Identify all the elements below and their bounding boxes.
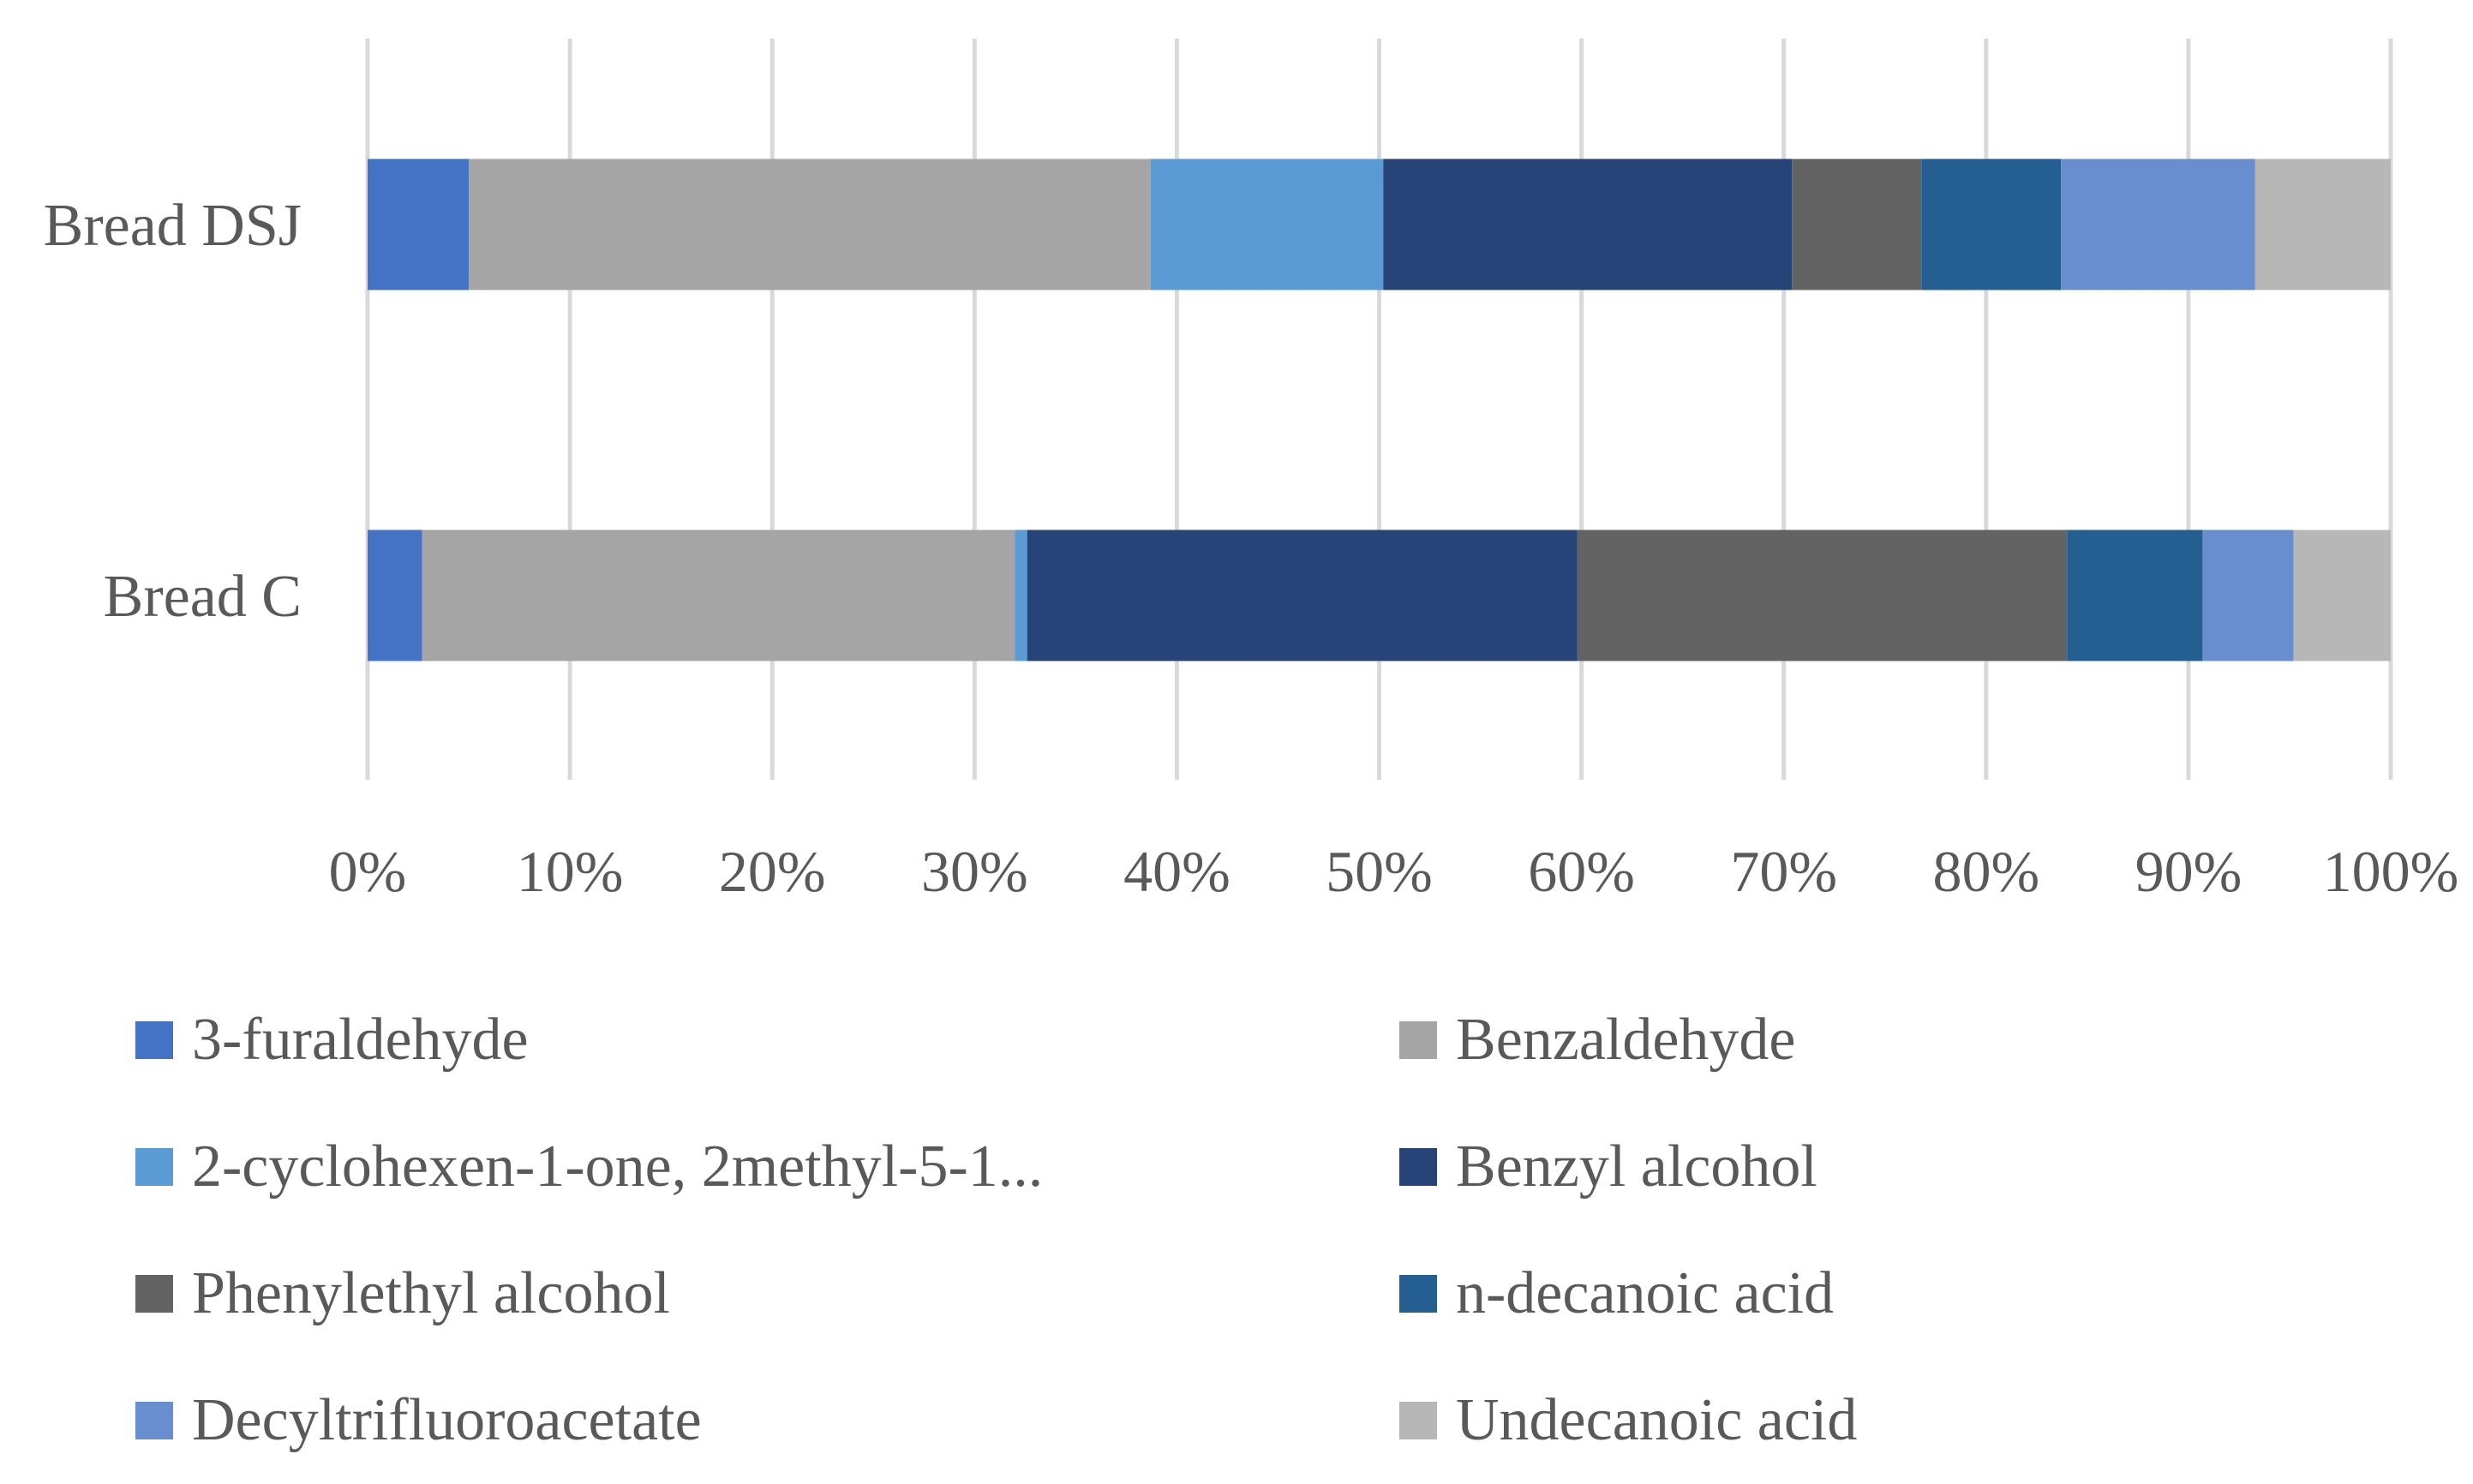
legend-label: Benzyl alcohol — [1456, 1134, 1817, 1200]
x-tick-label: 100% — [2323, 839, 2459, 904]
legend-swatch — [1399, 1021, 1437, 1059]
legend-item: Phenylethyl alcohol — [135, 1230, 1399, 1357]
bar-segment — [2293, 530, 2391, 661]
bar-segment — [1921, 159, 2062, 290]
bar-segment — [469, 159, 1151, 290]
legend-label: Decyltrifluoroacetate — [192, 1387, 702, 1453]
bar-segment — [368, 530, 422, 661]
legend-swatch — [135, 1402, 173, 1439]
x-tick-label: 30% — [921, 839, 1028, 904]
category-labels: Bread DSJ Bread C — [44, 193, 302, 630]
x-tick-label: 60% — [1528, 839, 1635, 904]
bar-segment — [1027, 530, 1578, 661]
legend-swatch — [1399, 1148, 1437, 1186]
bar-segment — [1792, 159, 1922, 290]
bar-segment — [2061, 159, 2255, 290]
x-tick-label: 0% — [329, 839, 407, 904]
gridlines — [365, 39, 2393, 780]
legend-item: Benzyl alcohol — [1399, 1104, 2342, 1230]
legend-swatch — [135, 1275, 173, 1313]
bar-segment — [1383, 159, 1793, 290]
bar-segment — [1015, 530, 1027, 661]
category-label: Bread C — [104, 564, 302, 630]
legend-swatch — [1399, 1275, 1437, 1313]
bar-segment — [1150, 159, 1384, 290]
legend-label: 2-cyclohexen-1-one, 2methyl-5-1... — [192, 1134, 1044, 1200]
bar-segment — [2202, 530, 2294, 661]
bar-segment — [1577, 530, 2068, 661]
x-tick-labels: 0% 10% 20% 30% 40% 50% 60% 70% 80% 90% 100% — [329, 839, 2459, 904]
category-label: Bread DSJ — [44, 193, 302, 259]
legend-swatch — [135, 1021, 173, 1059]
bar-segment — [2067, 530, 2203, 661]
legend-item: Decyltrifluoroacetate — [135, 1357, 1399, 1484]
legend-label: 3-furaldehyde — [192, 1007, 529, 1073]
bar-segment — [2254, 159, 2391, 290]
x-tick-label: 90% — [2135, 839, 2242, 904]
legend-item: Undecanoic acid — [1399, 1357, 2342, 1484]
legend-label: Benzaldehyde — [1456, 1007, 1796, 1073]
legend-swatch — [1399, 1402, 1437, 1439]
legend-item: n-decanoic acid — [1399, 1230, 2342, 1357]
legend-swatch — [135, 1148, 173, 1186]
bar-segment — [368, 159, 470, 290]
legend-item: 3-furaldehyde — [135, 977, 1399, 1104]
x-tick-label: 70% — [1730, 839, 1837, 904]
bar-segment — [422, 530, 1015, 661]
legend-item: Benzaldehyde — [1399, 977, 2342, 1104]
bars — [368, 159, 2391, 661]
x-tick-label: 20% — [719, 839, 826, 904]
legend-label: n-decanoic acid — [1456, 1260, 1835, 1326]
legend-item: 2-cyclohexen-1-one, 2methyl-5-1... — [135, 1104, 1399, 1230]
x-tick-label: 80% — [1932, 839, 2039, 904]
x-tick-label: 10% — [517, 839, 624, 904]
chart-plot-area: Bread DSJ Bread C 0% 10% 20% 30% 40% 50% 60% 70%… — [44, 39, 2459, 904]
x-tick-label: 50% — [1326, 839, 1433, 904]
legend: 3-furaldehyde Benzaldehyde 2-cyclohexen-1-… — [135, 977, 2363, 1484]
x-tick-label: 40% — [1123, 839, 1231, 904]
legend-label: Undecanoic acid — [1456, 1387, 1858, 1453]
legend-label: Phenylethyl alcohol — [192, 1260, 670, 1326]
